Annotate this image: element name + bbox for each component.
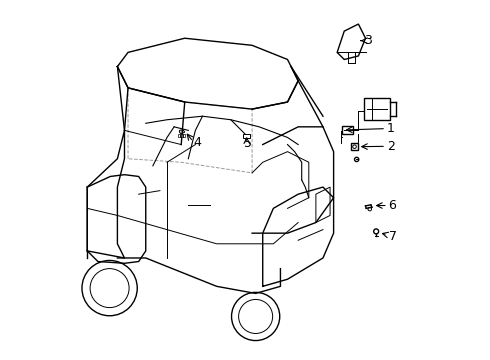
Bar <box>180 134 183 137</box>
Bar <box>243 134 250 138</box>
Text: 6: 6 <box>389 199 396 212</box>
Text: 5: 5 <box>245 138 252 150</box>
Bar <box>343 126 353 134</box>
Text: 2: 2 <box>387 140 394 153</box>
Circle shape <box>368 207 371 211</box>
Text: 3: 3 <box>364 34 371 47</box>
Bar <box>364 99 391 120</box>
Polygon shape <box>337 24 366 59</box>
Text: 4: 4 <box>194 136 201 149</box>
Bar <box>178 134 180 137</box>
Text: 1: 1 <box>387 122 394 135</box>
Bar <box>351 144 358 150</box>
Polygon shape <box>179 130 185 134</box>
Bar <box>183 134 185 137</box>
Text: 7: 7 <box>389 230 396 243</box>
